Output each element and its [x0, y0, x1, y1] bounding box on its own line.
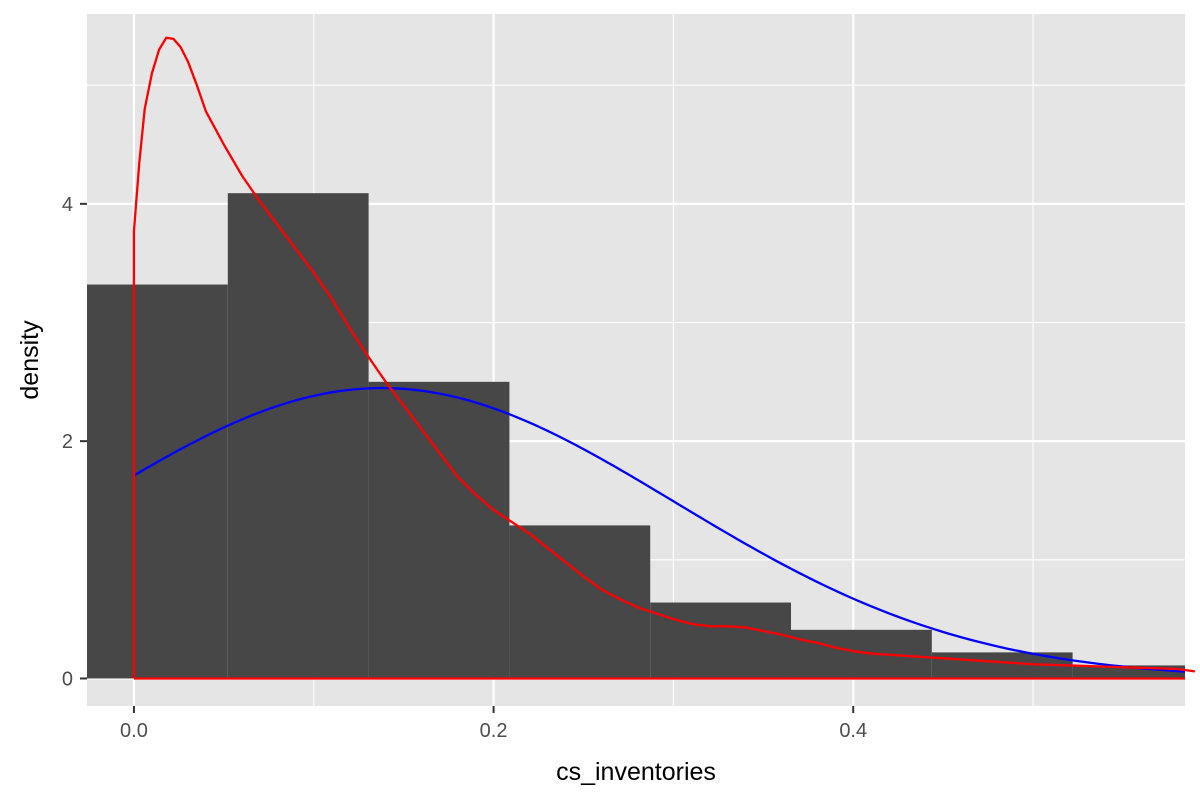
histogram-bar-4	[650, 602, 792, 679]
histogram-bar-2	[368, 381, 510, 679]
empirical-density-curve	[132, 36, 1196, 679]
histogram-bars	[87, 193, 1185, 679]
x-tick-label-2: 0.4	[839, 720, 867, 742]
normal-density-curve	[133, 386, 1186, 673]
y-axis-tick-labels: 0 2 4	[62, 194, 73, 691]
histogram-bar-1	[227, 193, 369, 679]
histogram-bar-3	[509, 525, 651, 679]
x-tick-label-1: 0.2	[480, 720, 508, 742]
y-tick-label-2: 4	[62, 194, 73, 216]
histogram-bar-5	[791, 629, 932, 679]
x-tick-label-0: 0.0	[120, 720, 148, 742]
x-axis-title: cs_inventories	[556, 758, 716, 786]
y-tick-label-0: 0	[62, 668, 73, 690]
x-axis-tick-labels: 0.0 0.2 0.4	[120, 720, 867, 742]
axis-ticks	[80, 202, 855, 713]
y-axis-title: density	[16, 320, 44, 400]
histogram-bar-0	[87, 284, 228, 679]
density-curves	[132, 36, 1196, 680]
y-tick-label-1: 2	[62, 431, 73, 453]
